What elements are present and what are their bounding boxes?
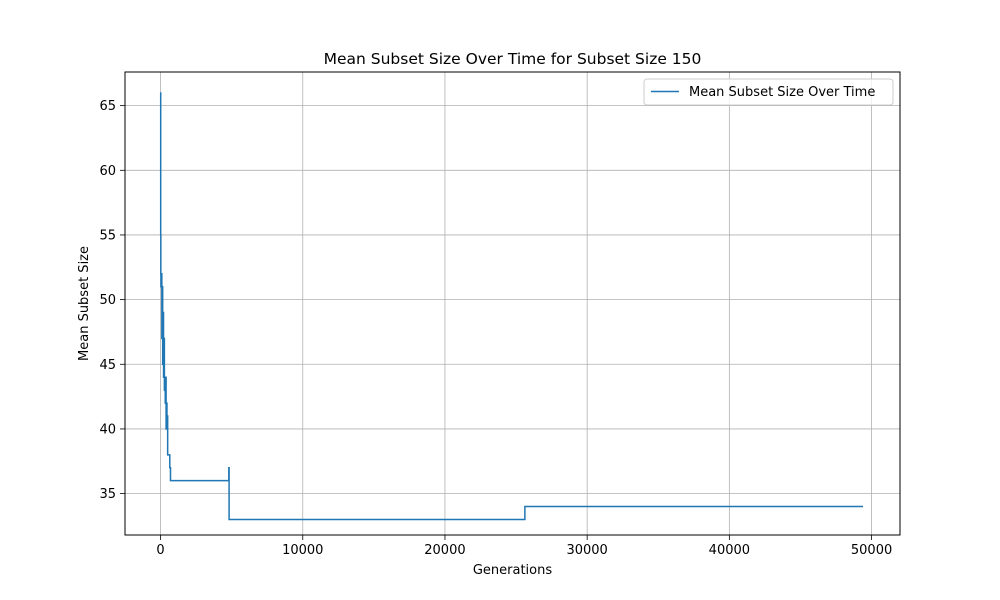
legend: Mean Subset Size Over Time [643,78,894,106]
y-tick-label: 50 [99,293,116,308]
y-tick-label: 40 [99,422,116,437]
ticks-layer: 0 10000 20000 30000 40000 50000 35 40 45 50 55 60 65 [99,99,892,558]
legend-box [643,78,894,106]
x-tick-label: 10000 [282,543,323,558]
y-tick-label: 45 [99,358,116,373]
y-tick-label: 35 [99,487,116,502]
y-axis-label: Mean Subset Size [77,246,92,361]
x-tick-label: 40000 [709,543,750,558]
series-layer [159,91,864,521]
x-tick-label: 0 [156,543,164,558]
y-tick-label: 55 [99,228,116,243]
y-tick-label: 65 [99,99,116,114]
y-tick-label: 60 [99,164,116,179]
plot-frame [124,71,901,536]
x-tick-label: 50000 [851,543,892,558]
chart-title: Mean Subset Size Over Time for Subset Si… [324,50,702,68]
x-tick-label: 30000 [566,543,607,558]
series-line [159,91,864,521]
grid-layer [125,72,900,535]
legend-label: Mean Subset Size Over Time [689,85,875,100]
x-axis-label: Generations [473,563,553,578]
x-tick-label: 20000 [424,543,465,558]
